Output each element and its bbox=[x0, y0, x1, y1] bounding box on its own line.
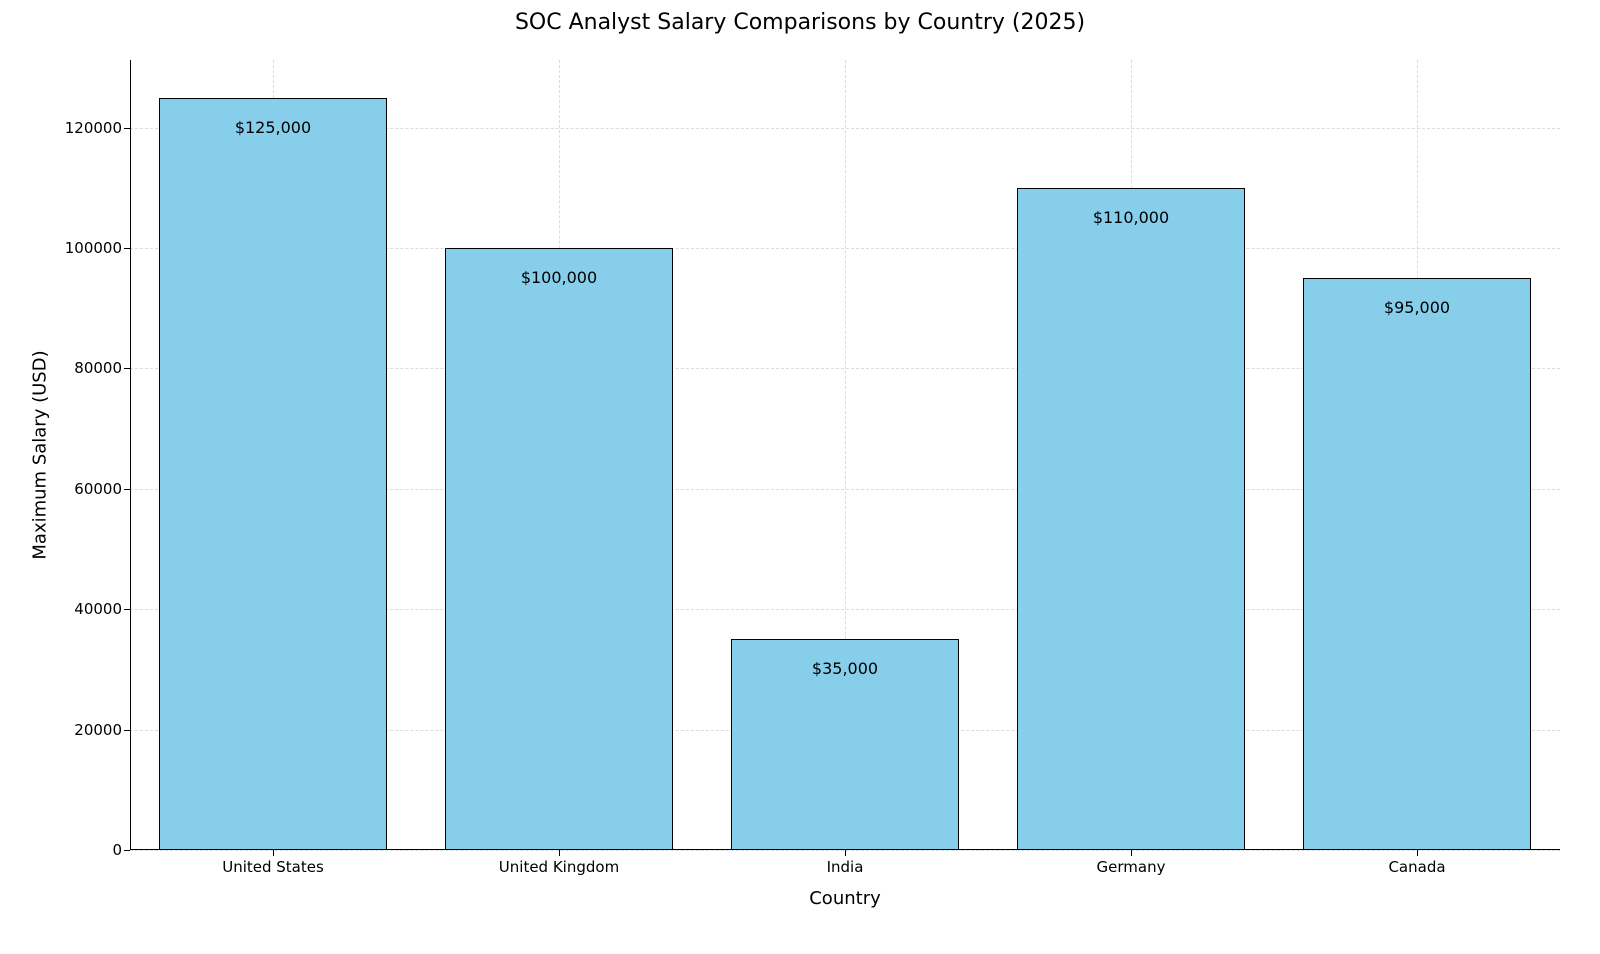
bar bbox=[1017, 188, 1246, 850]
x-tick-mark bbox=[1417, 850, 1418, 856]
y-tick-label: 100000 bbox=[65, 239, 130, 257]
y-axis-label: Maximum Salary (USD) bbox=[30, 350, 51, 559]
bar-value-label: $95,000 bbox=[1303, 298, 1532, 317]
y-tick-mark bbox=[124, 850, 130, 851]
y-tick-label: 120000 bbox=[65, 119, 130, 137]
bar-value-label: $125,000 bbox=[159, 118, 388, 137]
bar bbox=[159, 98, 388, 850]
bar-value-label: $35,000 bbox=[731, 659, 960, 678]
y-tick-label: 80000 bbox=[74, 359, 130, 377]
bar-value-label: $110,000 bbox=[1017, 208, 1246, 227]
bar bbox=[445, 248, 674, 850]
bar-value-label: $100,000 bbox=[445, 268, 674, 287]
y-tick-label: 20000 bbox=[74, 721, 130, 739]
x-tick-mark bbox=[273, 850, 274, 856]
bar bbox=[1303, 278, 1532, 850]
x-tick-mark bbox=[559, 850, 560, 856]
spine-left bbox=[130, 60, 131, 850]
spine-bottom bbox=[130, 849, 1560, 850]
x-tick-mark bbox=[845, 850, 846, 856]
figure: SOC Analyst Salary Comparisons by Countr… bbox=[0, 0, 1600, 954]
chart-title: SOC Analyst Salary Comparisons by Countr… bbox=[0, 10, 1600, 35]
x-axis-label: Country bbox=[809, 888, 881, 909]
y-tick-label: 60000 bbox=[74, 480, 130, 498]
x-tick-mark bbox=[1131, 850, 1132, 856]
plot-area: $125,000United States$100,000United King… bbox=[130, 60, 1560, 850]
y-tick-label: 40000 bbox=[74, 600, 130, 618]
